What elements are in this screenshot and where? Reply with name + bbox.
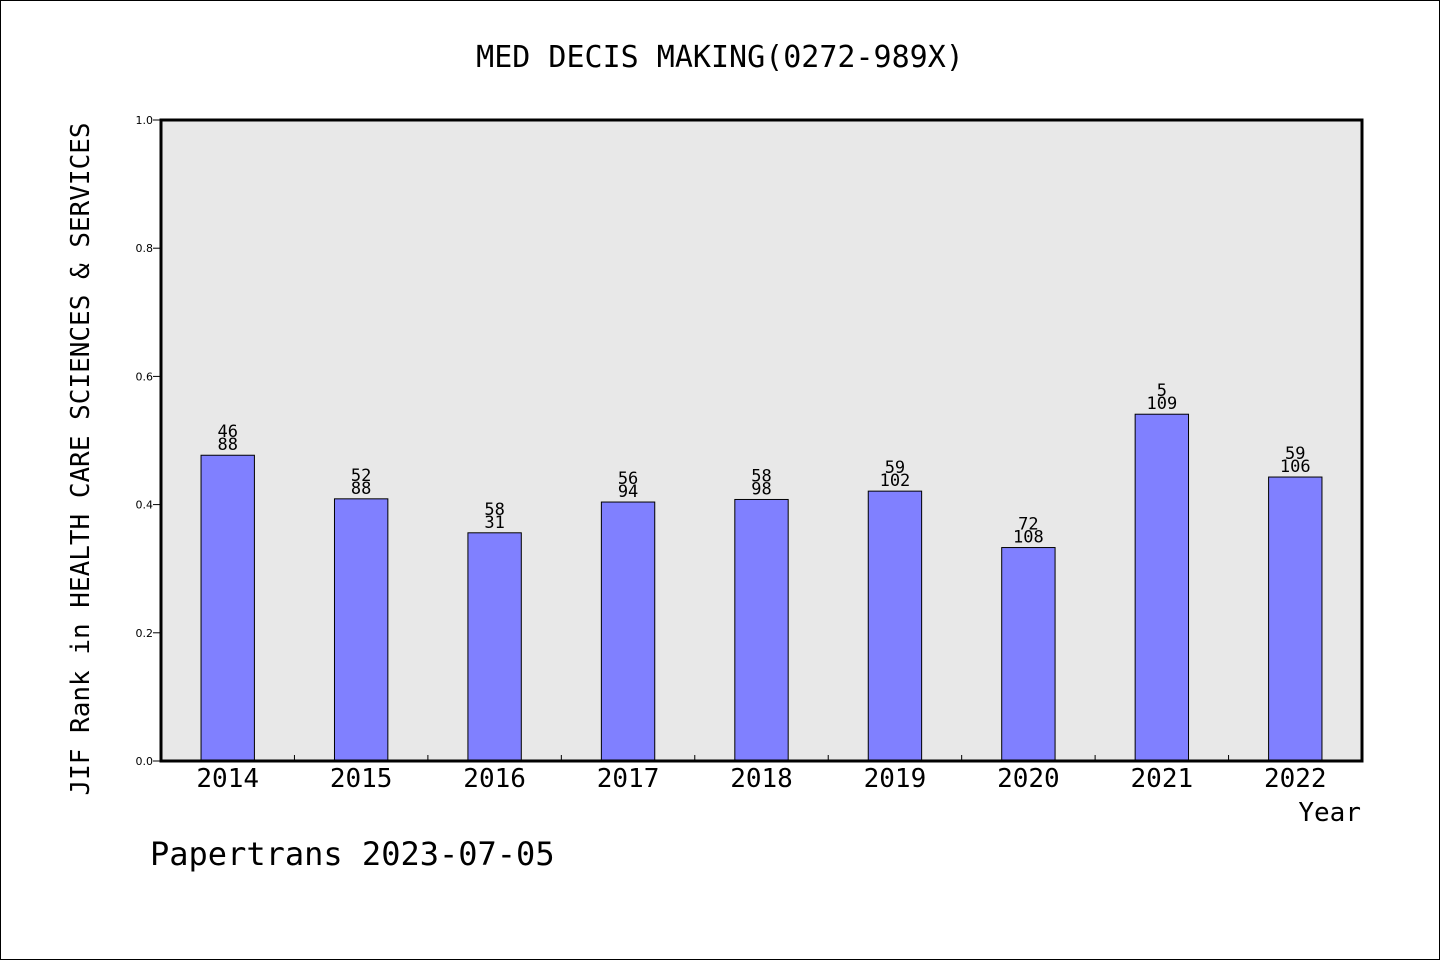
bar-2017 xyxy=(600,501,656,762)
bar-label-top: 58 xyxy=(751,466,771,486)
y-tick-label: 0.0 xyxy=(136,755,154,768)
x-tick-label: 2015 xyxy=(330,764,393,794)
x-tick-label: 2022 xyxy=(1264,764,1327,794)
plot-border xyxy=(159,118,1364,763)
bar-label-top: 59 xyxy=(1285,444,1305,464)
bar-label-bottom: 109 xyxy=(1146,394,1177,414)
x-axis-label: Year xyxy=(1298,798,1361,828)
x-tick-label: 2019 xyxy=(864,764,927,794)
x-tick-label: 2021 xyxy=(1131,764,1194,794)
bars-group xyxy=(200,413,1323,762)
bar-label-top: 5 xyxy=(1157,381,1167,401)
bar-2020 xyxy=(1001,547,1056,762)
x-tick-label: 2016 xyxy=(463,764,526,794)
bar-2019 xyxy=(867,490,923,762)
bar-label-bottom: 106 xyxy=(1280,457,1311,477)
bar-2015 xyxy=(333,498,389,762)
y-axis: 0.0 0.2 0.4 0.6 0.8 1.0 xyxy=(136,114,161,768)
bar-2022 xyxy=(1268,476,1323,762)
y-tick-label: 0.8 xyxy=(136,242,154,255)
x-tick-label: 2017 xyxy=(597,764,660,794)
bar-label-bottom: 108 xyxy=(1013,528,1044,548)
chart-title: MED DECIS MAKING(0272-989X) xyxy=(476,40,964,75)
y-tick-label: 0.2 xyxy=(136,627,154,640)
x-axis: 2014 2015 2016 2017 2018 2019 2020 2021 2022 xyxy=(196,755,1327,794)
y-tick-label: 1.0 xyxy=(136,114,154,127)
y-tick-label: 0.6 xyxy=(136,370,154,383)
x-tick-label: 2020 xyxy=(997,764,1060,794)
bar-2018 xyxy=(734,498,789,762)
y-axis-label: JIF Rank in HEALTH CARE SCIENCES & SERVI… xyxy=(66,122,96,795)
bar-label-bottom: 88 xyxy=(351,479,371,499)
bar-label-top: 58 xyxy=(484,500,504,520)
bar-label-bottom: 31 xyxy=(484,513,504,533)
bar-2021 xyxy=(1134,413,1190,762)
bar-label-bottom: 88 xyxy=(217,435,237,455)
bar-label-top: 56 xyxy=(618,469,638,489)
bar-label-bottom: 94 xyxy=(618,482,638,502)
bar-2016 xyxy=(467,532,522,762)
x-tick-label: 2018 xyxy=(730,764,793,794)
x-tick-label: 2014 xyxy=(196,764,259,794)
bar-2014 xyxy=(200,454,255,762)
bar-label-bottom: 98 xyxy=(751,479,771,499)
y-tick-label: 0.4 xyxy=(136,499,154,512)
bar-label-top: 59 xyxy=(885,458,905,478)
bar-label-bottom: 102 xyxy=(880,471,911,491)
bar-label-top: 52 xyxy=(351,466,371,486)
bar-label-top: 72 xyxy=(1018,515,1038,535)
bar-label-top: 46 xyxy=(217,422,237,442)
footer-credit: Papertrans 2023-07-05 xyxy=(150,835,555,873)
